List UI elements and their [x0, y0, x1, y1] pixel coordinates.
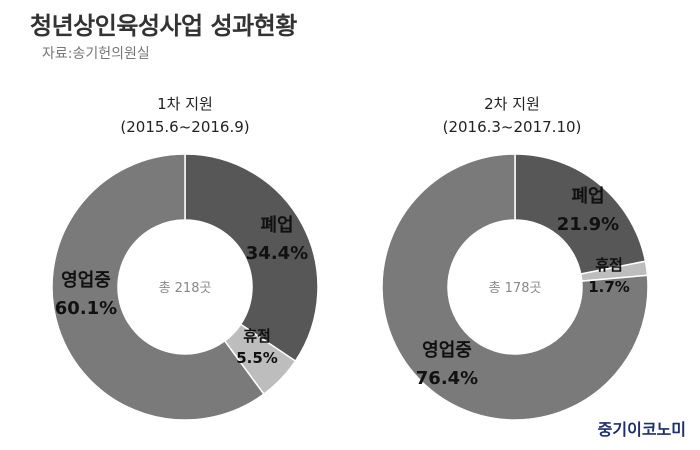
slice-label: 폐업: [260, 215, 293, 236]
chart-1-title: 1차 지원: [157, 95, 213, 113]
slice-label: 휴점: [243, 327, 271, 345]
chart-2-heading: 2차 지원 (2016.3~2017.10): [382, 93, 642, 139]
slice-label: 휴점: [595, 256, 623, 274]
source-note: 자료:송기헌의원실: [42, 46, 150, 62]
slice-label: 영업중: [422, 340, 472, 361]
chart-1-heading: 1차 지원 (2015.6~2016.9): [55, 93, 315, 139]
donut-chart-1: 총 218곳 폐업 34.4% 휴점 5.5% 영업중 60.1%: [51, 153, 319, 421]
donut-chart-2: 총 178곳 폐업 21.9% 휴점 1.7% 영업중 76.4%: [381, 153, 649, 421]
slice-value-label: 76.4%: [416, 368, 478, 389]
center-total-label: 총 218곳: [159, 281, 212, 296]
chart-2-title: 2차 지원: [484, 95, 540, 113]
slice-value-label: 1.7%: [588, 278, 630, 296]
page-title: 청년상인육성사업 성과현황: [30, 12, 297, 40]
donut-hole: [118, 220, 252, 354]
slice-label: 영업중: [61, 270, 111, 291]
donut-hole: [448, 220, 582, 354]
chart-2-subtitle: (2016.3~2017.10): [442, 118, 582, 136]
slice-value-label: 34.4%: [246, 243, 308, 264]
brand-logo: 중기이코노미: [597, 420, 686, 439]
slice-value-label: 21.9%: [557, 214, 619, 235]
slice-label: 폐업: [571, 186, 604, 207]
chart-1-subtitle: (2015.6~2016.9): [120, 118, 250, 136]
slice-value-label: 5.5%: [236, 349, 278, 367]
center-total-label: 총 178곳: [489, 281, 542, 296]
slice-value-label: 60.1%: [55, 298, 117, 319]
